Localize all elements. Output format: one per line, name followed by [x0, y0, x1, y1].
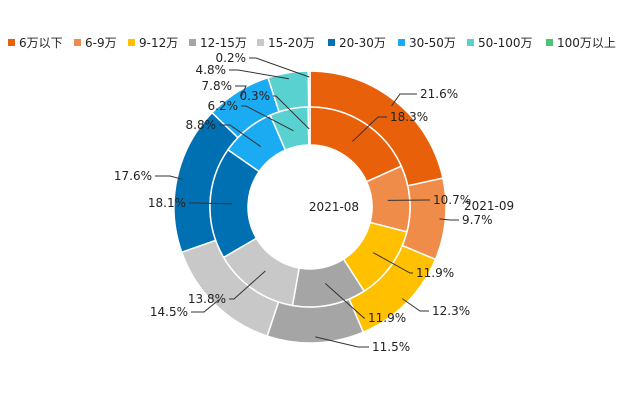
legend-swatch	[467, 39, 474, 46]
legend-label: 6-9万	[85, 36, 117, 50]
data-label: 11.9%	[368, 311, 406, 325]
series-label-inner: 2021-08	[309, 200, 359, 214]
data-label: 6.2%	[208, 99, 239, 113]
legend-label: 30-50万	[409, 36, 456, 50]
data-label: 4.8%	[196, 63, 227, 77]
data-label: 11.9%	[416, 266, 454, 280]
data-labels: 21.6% 9.7% 12.3% 11.5% 14.5% 17.6% 7.8% 4.8%0.2…	[114, 51, 493, 354]
leader-line	[229, 270, 266, 300]
legend-label: 20-30万	[339, 36, 386, 50]
data-label: 18.3%	[390, 110, 428, 124]
legend-label: 9-12万	[139, 36, 178, 50]
leader-line	[439, 218, 459, 221]
data-label: 0.3%	[240, 89, 271, 103]
legend-label: 50-100万	[478, 36, 533, 50]
legend-item[interactable]: 100万以上	[546, 36, 616, 50]
leader-line	[273, 95, 310, 130]
data-label: 18.1%	[148, 196, 186, 210]
legend-swatch	[398, 39, 405, 46]
leader-line	[189, 202, 233, 205]
leader-line	[155, 175, 184, 180]
leader-line	[391, 93, 417, 107]
leader-line	[373, 252, 413, 274]
data-label: 7.8%	[202, 79, 233, 93]
data-label: 11.5%	[372, 340, 410, 354]
data-label: 17.6%	[114, 169, 152, 183]
leader-line	[219, 124, 261, 147]
legend-swatch	[328, 39, 335, 46]
leader-line	[325, 283, 365, 319]
data-label: 9.7%	[462, 213, 493, 227]
legend-item[interactable]: 6-9万	[74, 36, 117, 50]
inner-slice[interactable]	[307, 106, 311, 146]
legend-swatch	[257, 39, 264, 46]
series-label-outer: 2021-09	[464, 199, 514, 213]
leader-line	[241, 105, 294, 132]
legend-item[interactable]: 50-100万	[467, 36, 533, 50]
legend-label: 15-20万	[268, 36, 315, 50]
leader-line	[401, 298, 429, 312]
data-label: 13.8%	[188, 292, 226, 306]
legend-item[interactable]: 6万以下	[8, 36, 63, 50]
legend-label: 100万以上	[557, 36, 616, 50]
inner-ring-2021-08	[209, 106, 411, 308]
leader-line	[315, 336, 369, 348]
leader-line	[352, 116, 387, 142]
legend-label: 6万以下	[19, 36, 63, 50]
leader-line	[229, 69, 289, 80]
data-label: 0.2%	[216, 51, 247, 65]
legend-item[interactable]: 15-20万	[257, 36, 315, 50]
leader-lines	[155, 57, 459, 348]
data-label: 12.3%	[432, 304, 470, 318]
legend-swatch	[546, 39, 553, 46]
legend-swatch	[128, 39, 135, 46]
leader-line	[235, 85, 247, 98]
legend-item[interactable]: 30-50万	[398, 36, 456, 50]
legend-swatch	[74, 39, 81, 46]
legend-swatch	[8, 39, 15, 46]
data-label: 10.7%	[433, 193, 471, 207]
legend: 6万以下 6-9万 9-12万 12-15万 15-20万 20-30万 30-50万 50-…	[8, 36, 616, 50]
leader-line	[191, 299, 220, 313]
legend-item[interactable]: 9-12万	[128, 36, 178, 50]
data-label: 14.5%	[150, 305, 188, 319]
legend-swatch	[189, 39, 196, 46]
legend-item[interactable]: 12-15万	[189, 36, 247, 50]
legend-label: 12-15万	[200, 36, 247, 50]
leader-line	[249, 57, 310, 78]
data-label: 8.8%	[186, 118, 217, 132]
legend-item[interactable]: 20-30万	[328, 36, 386, 50]
data-label: 21.6%	[420, 87, 458, 101]
